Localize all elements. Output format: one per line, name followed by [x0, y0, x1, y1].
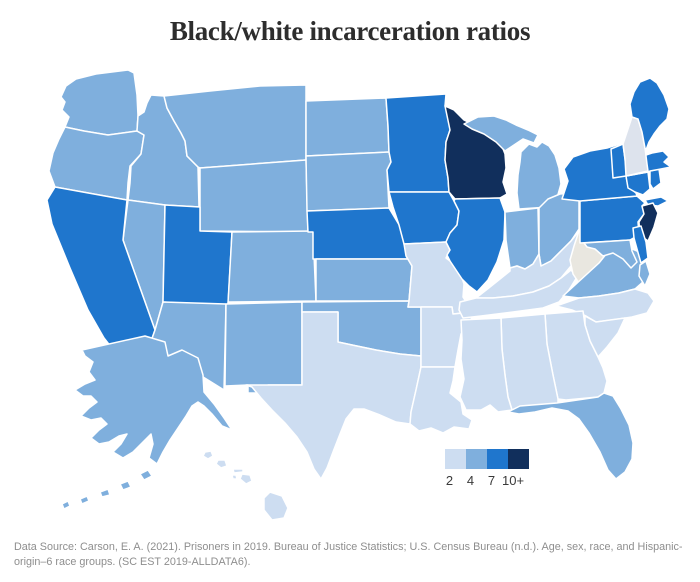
states-group	[46, 69, 672, 521]
legend-label-4: 4	[466, 473, 475, 488]
legend-swatch-4	[466, 449, 487, 469]
state-de	[632, 225, 649, 264]
state-ne	[306, 207, 409, 260]
state-mt	[163, 84, 307, 169]
legend-label-7: 7	[487, 473, 496, 488]
state-co	[227, 230, 317, 307]
state-nj	[638, 202, 659, 242]
state-wa	[60, 69, 139, 136]
state-ms	[459, 317, 513, 413]
legend-swatch-10+	[508, 449, 529, 469]
state-ri	[649, 168, 662, 190]
legend-label-10+: 10+	[502, 473, 525, 488]
state-ks	[315, 258, 413, 302]
state-mi	[463, 115, 562, 210]
source-citation: Data Source: Carson, E. A. (2021). Priso…	[14, 540, 690, 571]
legend-swatches	[445, 449, 529, 469]
legend-swatch-7	[487, 449, 508, 469]
state-hi	[202, 450, 289, 521]
state-me	[629, 77, 670, 151]
state-il	[445, 197, 506, 293]
state-in	[504, 207, 540, 270]
source-citation-line2: origin–6 race groups. (SC EST 2019-ALLDA…	[14, 556, 251, 569]
state-la	[409, 366, 473, 434]
page-title: Black/white incarceration ratios	[169, 16, 531, 46]
legend: 2 4 7 10+	[445, 449, 529, 488]
state-or	[48, 126, 145, 201]
state-wy	[199, 159, 309, 233]
legend-label-2: 2	[445, 473, 454, 488]
state-sd	[305, 151, 392, 212]
state-ak	[61, 335, 233, 510]
state-tx	[245, 311, 422, 480]
state-fl	[507, 392, 634, 480]
state-md	[583, 239, 651, 287]
state-nm	[224, 301, 303, 394]
state-nd	[305, 97, 390, 157]
legend-swatch-2	[445, 449, 466, 469]
source-citation-line1: Data Source: Carson, E. A. (2021). Priso…	[14, 541, 683, 553]
legend-labels: 2 4 7 10+	[439, 473, 525, 488]
